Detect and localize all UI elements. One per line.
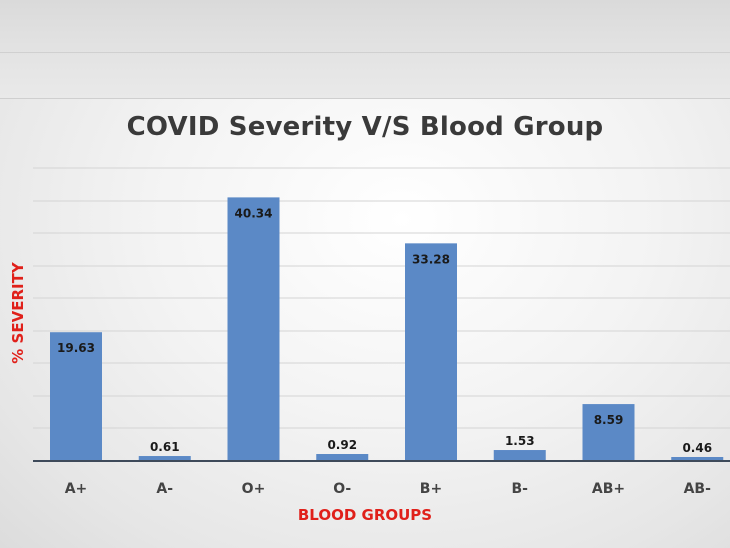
x-tick-label: A+ xyxy=(65,481,88,497)
data-label: 0.46 xyxy=(682,441,712,455)
header-divider xyxy=(0,52,730,53)
data-label: 8.59 xyxy=(594,413,624,427)
x-tick-label: B- xyxy=(512,481,529,497)
x-tick-label: O+ xyxy=(242,481,266,497)
data-label: 0.92 xyxy=(327,438,357,452)
bar-B- xyxy=(493,450,546,460)
bar-AB+ xyxy=(582,404,635,460)
bar-B+ xyxy=(405,243,457,460)
data-label: 33.28 xyxy=(412,252,450,266)
slide-header-band xyxy=(0,0,730,99)
bar-AB- xyxy=(671,457,724,460)
bar-A+ xyxy=(50,332,102,460)
x-tick-label: AB+ xyxy=(592,481,625,497)
x-tick-label: O- xyxy=(333,481,351,497)
chart-title: COVID Severity V/S Blood Group xyxy=(126,112,604,142)
data-label: 0.61 xyxy=(150,440,180,454)
x-axis-label: BLOOD GROUPS xyxy=(297,506,433,524)
x-tick-label: A- xyxy=(156,481,173,497)
data-label: 1.53 xyxy=(505,434,535,448)
x-tick-label: AB- xyxy=(684,481,712,497)
data-label: 19.63 xyxy=(57,341,95,355)
bar-O+ xyxy=(227,197,280,460)
bar-A- xyxy=(138,456,191,460)
bar-O- xyxy=(316,454,369,460)
x-tick-label: B+ xyxy=(420,481,442,497)
data-label: 40.34 xyxy=(235,206,273,220)
